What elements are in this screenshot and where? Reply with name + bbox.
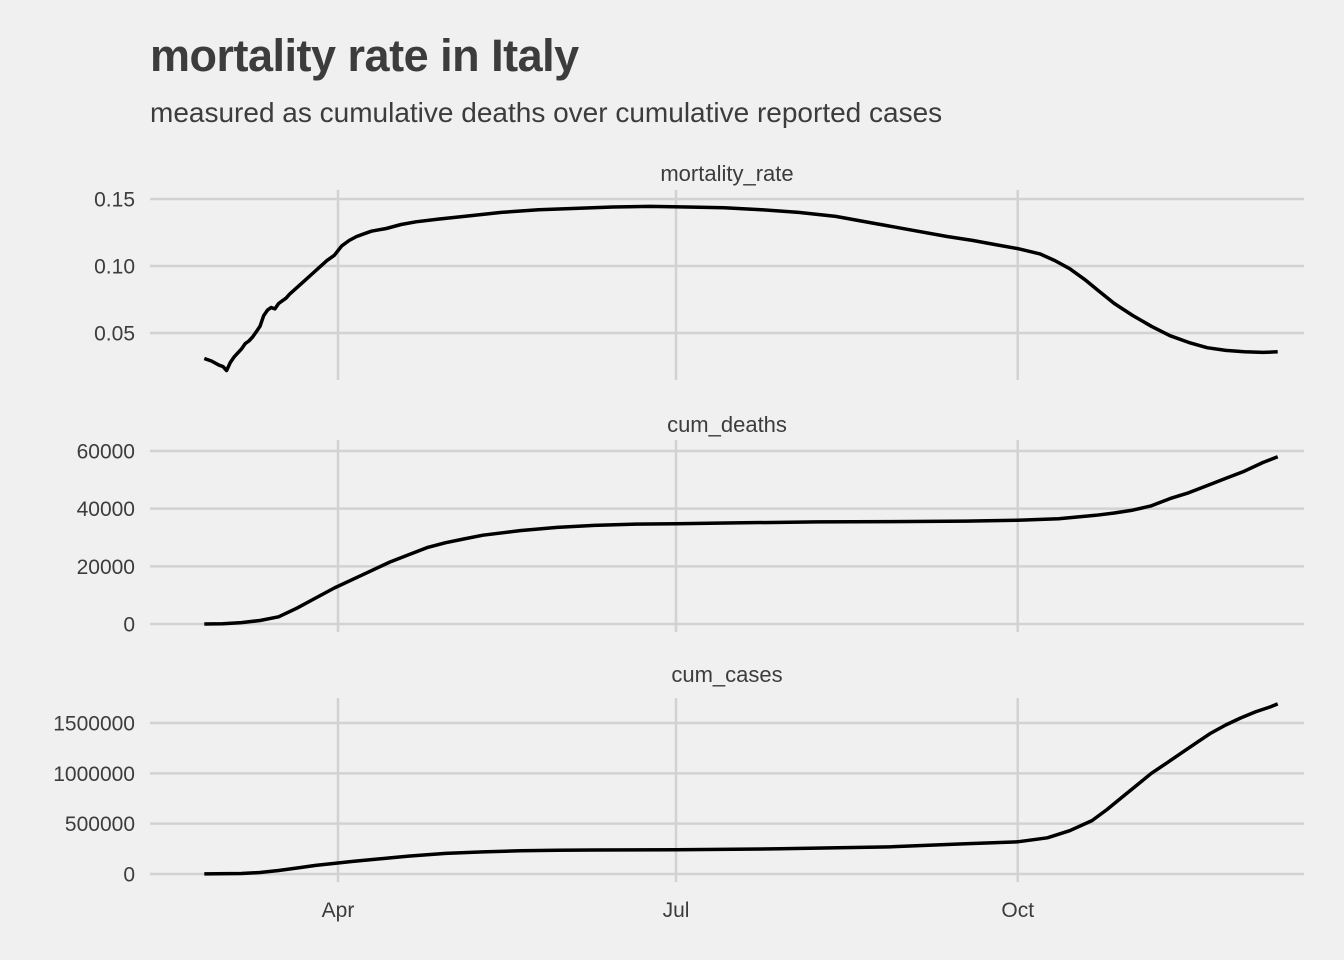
x-tick-label-oct: Oct (1001, 899, 1034, 922)
y-tick-label: 1500000 (53, 713, 135, 736)
facet-label-mortality-rate: mortality_rate (660, 161, 793, 186)
y-tick-label: 500000 (65, 813, 135, 836)
y-tick-label: 0 (123, 614, 135, 637)
y-tick-label: 20000 (77, 556, 135, 579)
y-tick-label: 40000 (77, 498, 135, 521)
y-tick-label: 0 (123, 864, 135, 887)
facet-label-cum-cases: cum_cases (671, 662, 782, 687)
chart-title: mortality rate in Italy (150, 30, 579, 81)
series-line-mortality-rate (203, 204, 1278, 373)
chart-subtitle: measured as cumulative deaths over cumul… (150, 97, 943, 128)
y-tick-label: 0.15 (94, 189, 135, 212)
y-tick-label: 0.10 (94, 256, 135, 279)
y-tick-label: 60000 (77, 441, 135, 464)
y-tick-label: 1000000 (53, 763, 135, 786)
series-line-cum-cases (204, 702, 1279, 876)
x-tick-label-jul: Jul (663, 899, 690, 922)
y-tick-label: 0.05 (94, 323, 135, 346)
series-line-cum-deaths (204, 455, 1279, 626)
x-tick-label-apr: Apr (322, 899, 355, 922)
facet-label-cum-deaths: cum_deaths (667, 412, 787, 437)
